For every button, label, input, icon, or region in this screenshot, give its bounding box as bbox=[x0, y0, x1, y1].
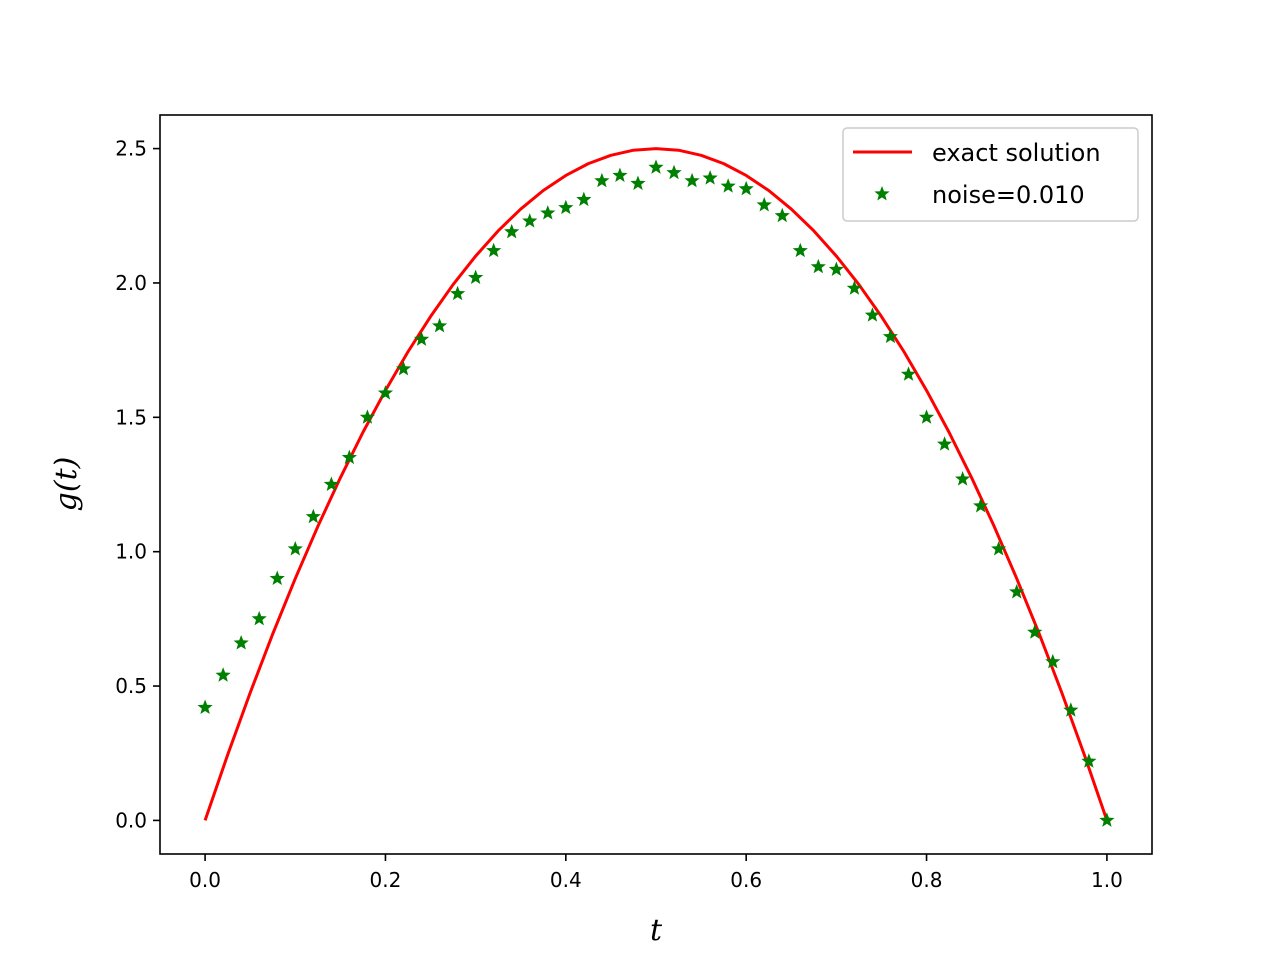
data-point-star bbox=[882, 328, 899, 344]
y-axis-label: g(t) bbox=[49, 457, 84, 512]
y-tick-label: 2.5 bbox=[115, 137, 147, 161]
data-point-star bbox=[774, 207, 790, 223]
data-point-star bbox=[251, 610, 267, 626]
data-point-star bbox=[305, 508, 321, 524]
data-point-star bbox=[522, 213, 538, 228]
x-tick-label: 1.0 bbox=[1091, 868, 1123, 892]
data-point-star bbox=[648, 159, 664, 174]
data-point-star bbox=[233, 635, 249, 650]
data-point-star bbox=[756, 197, 772, 212]
data-point-star bbox=[828, 261, 844, 276]
y-tick-label: 2.0 bbox=[115, 271, 147, 295]
data-point-star bbox=[468, 269, 484, 285]
data-point-star bbox=[1099, 812, 1115, 827]
data-point-star bbox=[287, 540, 303, 556]
data-point-star bbox=[1027, 624, 1043, 639]
data-point-star bbox=[269, 570, 285, 586]
x-tick-label: 0.4 bbox=[550, 868, 582, 892]
data-point-star bbox=[377, 385, 394, 400]
data-point-star bbox=[1045, 653, 1061, 669]
data-point-star bbox=[810, 258, 826, 274]
data-point-star bbox=[702, 170, 718, 185]
data-point-star bbox=[449, 285, 466, 301]
data-point-star bbox=[594, 172, 610, 188]
legend: exact solution noise=0.010 bbox=[842, 127, 1139, 222]
data-point-star bbox=[936, 436, 953, 451]
data-point-star bbox=[359, 409, 376, 424]
data-point-star bbox=[955, 471, 971, 486]
legend-star-icon bbox=[874, 186, 890, 201]
data-point-star bbox=[431, 317, 448, 333]
legend-label-exact: exact solution bbox=[932, 139, 1101, 167]
data-point-star bbox=[1081, 753, 1097, 768]
x-tick-label: 0.8 bbox=[911, 868, 943, 892]
data-point-star bbox=[900, 366, 917, 381]
y-tick-label: 1.5 bbox=[115, 405, 147, 429]
data-point-star bbox=[323, 476, 339, 491]
x-tick-label: 0.6 bbox=[730, 868, 762, 892]
data-point-star bbox=[684, 172, 700, 188]
legend-box bbox=[842, 127, 1139, 222]
data-point-star bbox=[576, 191, 592, 207]
x-tick-label: 0.2 bbox=[370, 868, 402, 892]
data-point-star bbox=[1009, 583, 1025, 599]
data-point-star bbox=[395, 360, 412, 376]
data-point-star bbox=[612, 167, 628, 182]
axes-frame bbox=[159, 114, 1153, 855]
data-point-star bbox=[864, 307, 881, 322]
data-point-star bbox=[540, 205, 556, 220]
data-point-star bbox=[486, 242, 502, 258]
plot-area bbox=[197, 147, 1115, 827]
x-axis-label: t bbox=[650, 913, 663, 948]
data-point-star bbox=[792, 242, 808, 258]
data-point-star bbox=[973, 498, 989, 513]
data-point-star bbox=[918, 409, 935, 424]
data-point-star bbox=[666, 164, 682, 180]
x-tick-label: 0.0 bbox=[189, 868, 221, 892]
data-point-star bbox=[1063, 702, 1079, 717]
data-point-star bbox=[413, 331, 430, 346]
y-tick-label: 0.5 bbox=[115, 674, 147, 698]
data-point-star bbox=[991, 540, 1007, 556]
data-point-star bbox=[720, 178, 736, 193]
data-point-star bbox=[630, 175, 646, 190]
y-tick-label: 0.0 bbox=[115, 808, 147, 832]
legend-label-noise: noise=0.010 bbox=[932, 181, 1085, 209]
tick-layer: 0.0 0.2 0.4 0.6 0.8 1.0 0.0 0.5 1.0 1.5 2.0 2.5 bbox=[115, 137, 1123, 892]
y-tick-label: 1.0 bbox=[115, 540, 147, 564]
data-point-star bbox=[341, 449, 357, 465]
data-point-star bbox=[215, 667, 231, 682]
data-point-star bbox=[738, 180, 754, 196]
series-line-exact-solution bbox=[203, 147, 1109, 821]
data-point-star bbox=[846, 280, 863, 295]
data-point-star bbox=[558, 199, 574, 215]
data-point-star bbox=[197, 699, 213, 715]
data-point-star bbox=[504, 223, 520, 239]
